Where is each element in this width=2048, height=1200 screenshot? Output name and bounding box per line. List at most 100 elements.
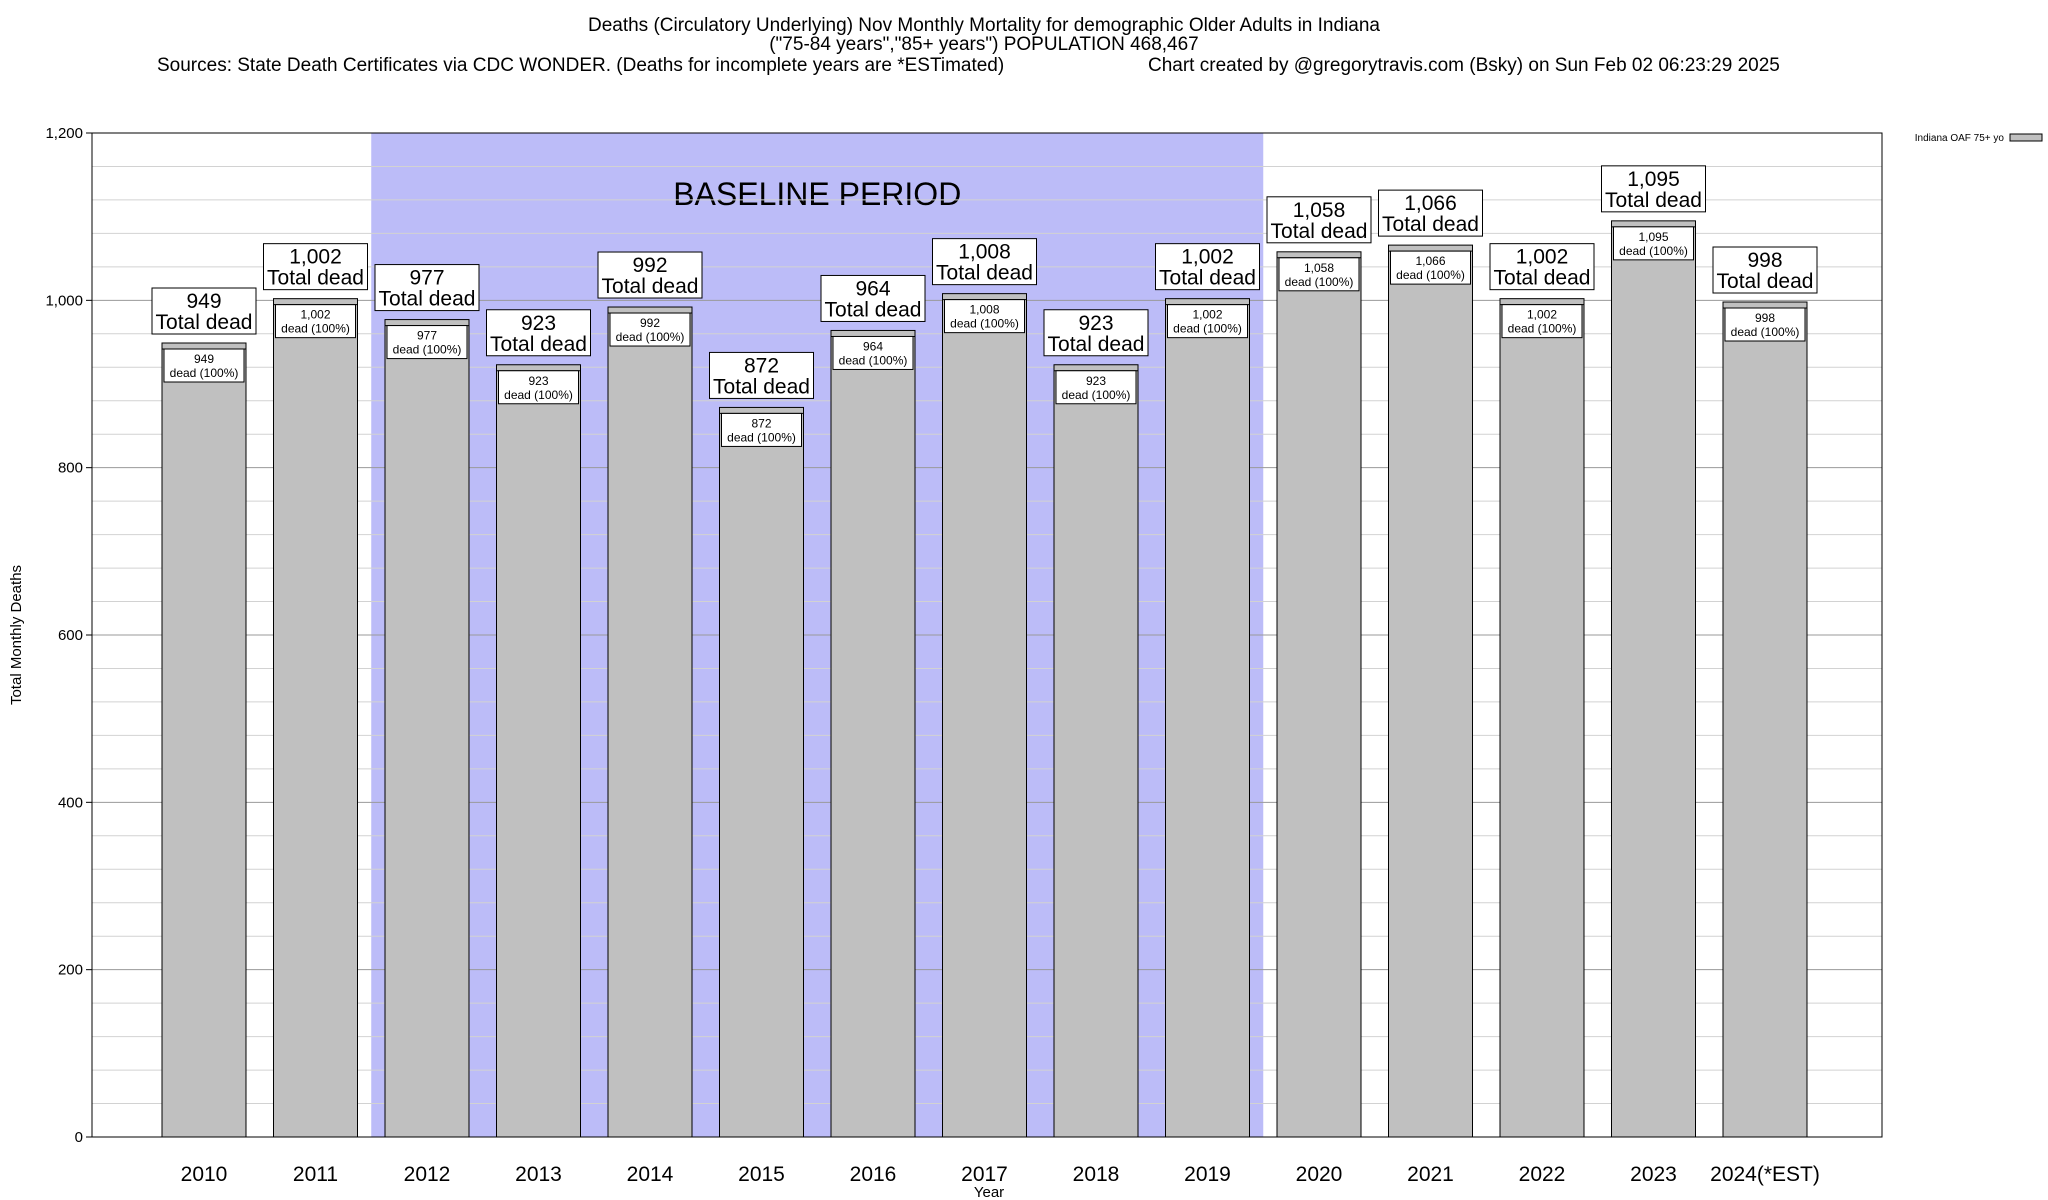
x-tick-label: 2022 xyxy=(1519,1163,1566,1186)
bar-total-suffix: Total dead xyxy=(1717,270,1814,293)
bar-inner-value: 977 xyxy=(417,329,437,343)
y-tick-label: 800 xyxy=(58,460,83,477)
bar-inner-value: 998 xyxy=(1755,311,1775,325)
bar-inner-label-box xyxy=(1724,307,1806,342)
bar-total-suffix: Total dead xyxy=(379,288,476,311)
bar-inner-pct: dead (100%) xyxy=(1619,244,1688,258)
bar-inner-pct: dead (100%) xyxy=(393,343,462,357)
bar-inner-value: 1,066 xyxy=(1415,254,1445,268)
baseline-label: BASELINE PERIOD xyxy=(673,176,961,212)
bar-total-suffix: Total dead xyxy=(1605,189,1702,212)
bar-inner-label-box xyxy=(386,325,468,360)
chart-title: Deaths (Circulatory Underlying) Nov Mont… xyxy=(588,15,1380,36)
y-tick-label: 1,200 xyxy=(45,125,83,142)
bar-total-label-box xyxy=(1043,309,1149,357)
bar-total-value: 872 xyxy=(744,354,779,377)
x-tick-label: 2017 xyxy=(961,1163,1008,1186)
bar-total-label-box xyxy=(1489,243,1595,291)
x-tick-label: 2020 xyxy=(1296,1163,1343,1186)
bar-inner-value: 923 xyxy=(1086,374,1106,388)
bar-total-label-box xyxy=(709,351,814,399)
x-tick-label: 2021 xyxy=(1407,1163,1454,1186)
x-tick-label: 2016 xyxy=(850,1163,897,1186)
bar-inner-value: 923 xyxy=(528,374,548,388)
bar-inner-label-box xyxy=(1390,250,1471,285)
chart-sources: Sources: State Death Certificates via CD… xyxy=(157,55,1004,76)
bar-total-label-box xyxy=(1712,246,1818,294)
bar-total-value: 964 xyxy=(855,277,890,300)
bar-inner-value: 1,002 xyxy=(1192,308,1222,322)
bar-inner-label-box xyxy=(1613,226,1694,261)
bar-total-value: 923 xyxy=(1078,312,1113,335)
bar xyxy=(384,319,470,1138)
bar-inner-value: 964 xyxy=(863,339,883,353)
x-tick-label: 2019 xyxy=(1184,1163,1231,1186)
x-tick-label: 2014 xyxy=(627,1163,674,1186)
bar-inner-pct: dead (100%) xyxy=(839,353,908,367)
y-tick-label: 600 xyxy=(58,627,83,644)
x-tick-label: 2024(*EST) xyxy=(1710,1163,1820,1186)
x-tick-label: 2015 xyxy=(738,1163,785,1186)
x-tick-label: 2010 xyxy=(181,1163,228,1186)
bar-inner-pct: dead (100%) xyxy=(1396,268,1465,282)
x-tick-label: 2011 xyxy=(293,1163,338,1186)
bar-inner-label-box xyxy=(1501,304,1583,339)
bar-inner-pct: dead (100%) xyxy=(1508,322,1577,336)
bar-inner-label-box xyxy=(832,335,914,370)
bar-inner-pct: dead (100%) xyxy=(1731,325,1800,339)
bar-inner-value: 1,002 xyxy=(1527,308,1557,322)
bar-inner-value: 1,002 xyxy=(300,308,330,322)
bar-total-value: 977 xyxy=(409,267,444,290)
bar-inner-value: 949 xyxy=(194,352,214,366)
bar-total-label-box xyxy=(374,264,480,312)
bar-total-label-box xyxy=(597,251,703,299)
bar-total-suffix: Total dead xyxy=(1048,333,1145,356)
bar xyxy=(273,298,358,1138)
bar-total-value: 1,002 xyxy=(289,246,342,269)
bar xyxy=(496,364,581,1138)
bar-total-value: 1,058 xyxy=(1293,199,1346,222)
chart-credit: Chart created by @gregorytravis.com (Bsk… xyxy=(1148,55,1780,76)
bar xyxy=(1165,298,1250,1138)
bar-inner-label-box xyxy=(721,412,802,447)
bar-total-suffix: Total dead xyxy=(1494,267,1591,290)
bar-inner-pct: dead (100%) xyxy=(1062,388,1131,402)
bar-inner-pct: dead (100%) xyxy=(170,366,239,380)
bar-total-suffix: Total dead xyxy=(1159,267,1256,290)
bar-total-suffix: Total dead xyxy=(1382,213,1479,236)
legend-entry-label: Indiana OAF 75+ yo xyxy=(1915,133,2005,144)
bar-inner-label-box xyxy=(944,299,1025,334)
bar-total-suffix: Total dead xyxy=(1271,220,1368,243)
x-tick-label: 2013 xyxy=(515,1163,562,1186)
bar-inner-label-box xyxy=(609,312,691,347)
bar-total-label-box xyxy=(1266,196,1372,244)
y-tick-label: 1,000 xyxy=(45,292,83,309)
bar xyxy=(1388,244,1473,1138)
legend: Indiana OAF 75+ yo xyxy=(1915,133,2043,144)
x-tick-label: 2012 xyxy=(404,1163,451,1186)
bar xyxy=(161,342,247,1138)
bar-inner-label-box xyxy=(1055,370,1137,405)
bar-total-suffix: Total dead xyxy=(267,267,364,290)
bar-inner-value: 1,095 xyxy=(1638,230,1668,244)
legend-swatch xyxy=(2009,133,2043,142)
bar-total-value: 1,066 xyxy=(1404,192,1457,215)
bar-total-label-box xyxy=(932,238,1037,286)
bar-inner-value: 872 xyxy=(751,416,771,430)
bar xyxy=(1611,220,1696,1138)
bar-total-value: 949 xyxy=(186,290,221,313)
bar-total-value: 1,002 xyxy=(1516,246,1569,269)
bar-total-value: 1,008 xyxy=(958,241,1011,264)
bar-total-value: 923 xyxy=(521,312,556,335)
bar xyxy=(942,293,1027,1138)
bar xyxy=(1276,251,1362,1138)
bar-inner-label-box xyxy=(275,304,356,339)
bar-inner-label-box xyxy=(498,370,579,405)
bar-inner-value: 1,058 xyxy=(1304,261,1334,275)
chart-subtitle: ("75-84 years","85+ years") POPULATION 4… xyxy=(769,34,1199,55)
bar xyxy=(1499,298,1585,1138)
x-tick-label: 2018 xyxy=(1073,1163,1120,1186)
bar-total-label-box xyxy=(263,243,368,291)
y-axis-label: Total Monthly Deaths xyxy=(8,565,25,705)
